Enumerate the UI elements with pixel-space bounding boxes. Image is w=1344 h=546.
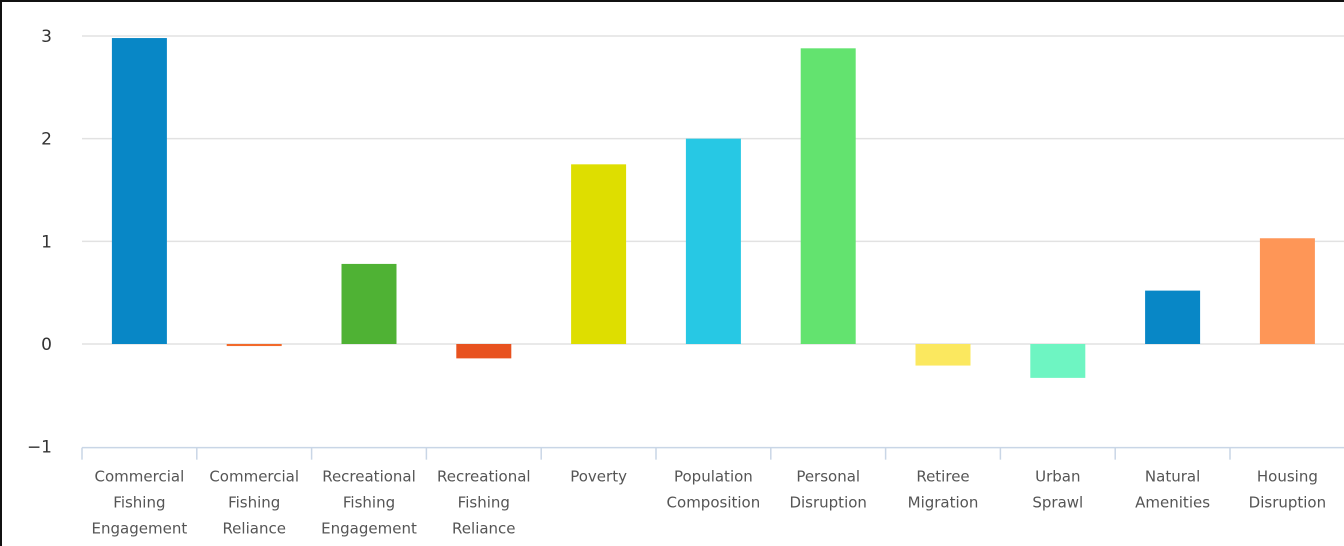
- x-tick-label: Poverty: [570, 468, 627, 486]
- bar: [1259, 238, 1315, 344]
- x-tick-label: Personal Disruption: [789, 468, 866, 512]
- bar: [456, 344, 512, 359]
- bar: [800, 48, 856, 344]
- bar: [1030, 344, 1086, 378]
- bar: [1145, 290, 1201, 344]
- y-tick-label: 1: [41, 232, 52, 252]
- x-tick-label: Retiree Migration: [908, 468, 979, 512]
- bar: [915, 344, 971, 366]
- x-tick-label: Population Composition: [667, 468, 761, 512]
- bar: [111, 38, 167, 344]
- bar: [685, 138, 741, 344]
- x-tick-label: Urban Sprawl: [1032, 468, 1083, 512]
- x-tick-label: Commercial Fishing Reliance: [209, 468, 299, 538]
- x-tick-label: Commercial Fishing Engagement: [92, 468, 188, 538]
- x-tick-label: Housing Disruption: [1249, 468, 1326, 512]
- y-tick-label: 3: [41, 27, 52, 47]
- bar: [341, 263, 397, 344]
- x-tick-label: Recreational Fishing Engagement: [321, 468, 417, 538]
- bar: [226, 344, 282, 347]
- x-tick-label: Natural Amenities: [1135, 468, 1210, 512]
- bar: [571, 164, 627, 344]
- y-tick-label: −1: [27, 438, 52, 458]
- y-tick-label: 2: [41, 130, 52, 150]
- x-tick-label: Recreational Fishing Reliance: [437, 468, 531, 538]
- y-tick-label: 0: [41, 335, 52, 355]
